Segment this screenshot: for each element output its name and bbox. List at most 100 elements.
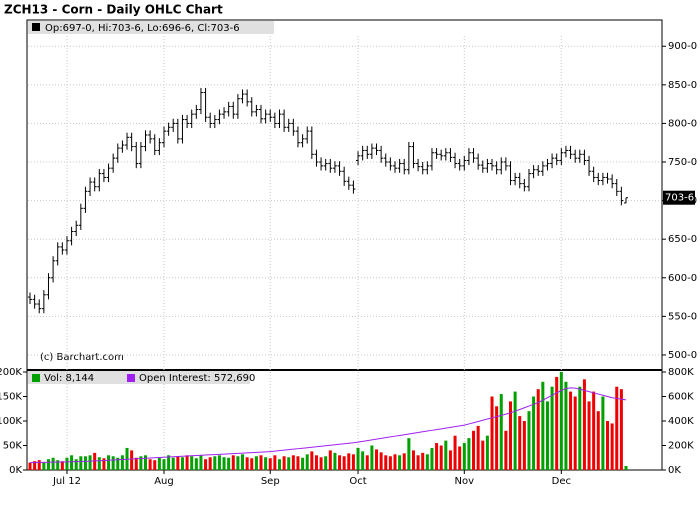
volume-bar xyxy=(370,445,374,470)
volume-bar xyxy=(495,406,499,470)
volume-bar xyxy=(222,457,226,470)
price-legend-bg xyxy=(28,21,274,34)
y-tick-label: 750-0 xyxy=(668,157,697,168)
volume-bar xyxy=(615,386,619,470)
volume-bar xyxy=(513,391,517,470)
volume-bar xyxy=(582,379,586,470)
volume-bar xyxy=(490,396,494,470)
volume-bar xyxy=(324,456,328,470)
volume-bar xyxy=(79,456,83,470)
volume-bar xyxy=(51,457,55,470)
volume-bar xyxy=(231,455,235,470)
volume-bar xyxy=(347,453,351,470)
volume-bar xyxy=(596,411,600,470)
volume-bar xyxy=(162,459,166,470)
volume-bar xyxy=(254,456,258,470)
price-legend-swatch xyxy=(32,23,40,31)
volume-bar xyxy=(171,457,175,470)
volume-bar xyxy=(107,455,111,470)
x-tick-label: Dec xyxy=(552,476,571,487)
volume-bar xyxy=(375,449,379,470)
volume-bar xyxy=(522,421,526,470)
volume-bar xyxy=(190,456,194,470)
volume-bar xyxy=(102,458,106,470)
volume-bar xyxy=(291,455,295,470)
volume-bar xyxy=(144,455,148,470)
volume-bar xyxy=(167,455,171,470)
y-tick-label: 600-0 xyxy=(668,273,697,284)
volume-bar xyxy=(606,421,610,470)
y-tick-label: 200K xyxy=(0,367,22,378)
volume-bar xyxy=(74,459,78,470)
volume-bar xyxy=(28,462,32,470)
volume-bar xyxy=(411,450,415,470)
y-tick-label: 100K xyxy=(0,416,22,427)
volume-bar xyxy=(356,447,360,470)
legend-label: Open Interest: 572,690 xyxy=(139,373,255,384)
volume-bar xyxy=(485,435,489,470)
volume-bar xyxy=(277,459,281,470)
volume-bar xyxy=(402,453,406,470)
volume-bar xyxy=(518,416,522,470)
volume-bar xyxy=(416,455,420,470)
volume-bar xyxy=(83,456,87,470)
volume-bar xyxy=(273,455,277,470)
volume-bar xyxy=(65,457,69,470)
volume-bar xyxy=(217,455,221,470)
volume-bar xyxy=(176,456,180,470)
volume-bar xyxy=(33,461,37,470)
volume-bar xyxy=(550,386,554,470)
volume-bar xyxy=(476,425,480,470)
volume-bar xyxy=(619,389,623,470)
volume-bar xyxy=(365,455,369,470)
y2-tick-label: 600K xyxy=(668,392,694,403)
volume-bar xyxy=(467,438,471,470)
volume-bar xyxy=(153,460,157,470)
open-interest-line xyxy=(29,387,627,464)
volume-bar xyxy=(227,457,231,470)
volume-bar xyxy=(578,386,582,470)
volume-bar xyxy=(458,446,462,470)
volume-bar xyxy=(56,460,60,470)
volume-bar xyxy=(241,454,245,470)
volume-bar xyxy=(435,443,439,470)
volume-bar xyxy=(545,401,549,470)
volume-bar xyxy=(250,458,254,470)
volume-bar xyxy=(573,396,577,470)
volume-bar xyxy=(264,457,268,470)
price-legend: Op:697-0, Hi:703-6, Lo:696-6, Cl:703-6 xyxy=(45,23,240,34)
volume-bar xyxy=(111,456,115,470)
legend-label: Vol: 8,144 xyxy=(44,373,94,384)
volume-bar xyxy=(268,458,272,470)
volume-bar xyxy=(328,450,332,470)
volume-bar xyxy=(42,462,46,470)
y-tick-label: 500-0 xyxy=(668,350,697,361)
x-tick-label: Oct xyxy=(349,476,366,487)
volume-bar xyxy=(541,381,545,470)
volume-bar xyxy=(236,456,240,470)
volume-bar xyxy=(70,455,74,470)
volume-bar xyxy=(569,391,573,470)
volume-bar xyxy=(407,438,411,470)
volume-bar xyxy=(120,455,124,470)
y2-tick-label: 800K xyxy=(668,367,694,378)
volume-bar xyxy=(384,455,388,470)
y2-tick-label: 200K xyxy=(668,441,694,452)
x-tick-label: Sep xyxy=(261,476,280,487)
volume-bar xyxy=(421,452,425,470)
volume-bar xyxy=(60,461,64,470)
legend-swatch xyxy=(32,374,40,382)
volume-bar xyxy=(393,454,397,470)
volume-bar xyxy=(259,455,263,470)
x-tick-label: Aug xyxy=(154,476,174,487)
volume-bar xyxy=(314,455,318,470)
volume-bar xyxy=(88,455,92,470)
volume-bar xyxy=(624,466,628,470)
volume-bar xyxy=(204,459,208,470)
volume-bar xyxy=(361,451,365,470)
volume-bar xyxy=(116,457,120,470)
volume-bar xyxy=(134,457,138,470)
credit: (c) Barchart.com xyxy=(40,352,124,363)
volume-bar xyxy=(342,456,346,470)
